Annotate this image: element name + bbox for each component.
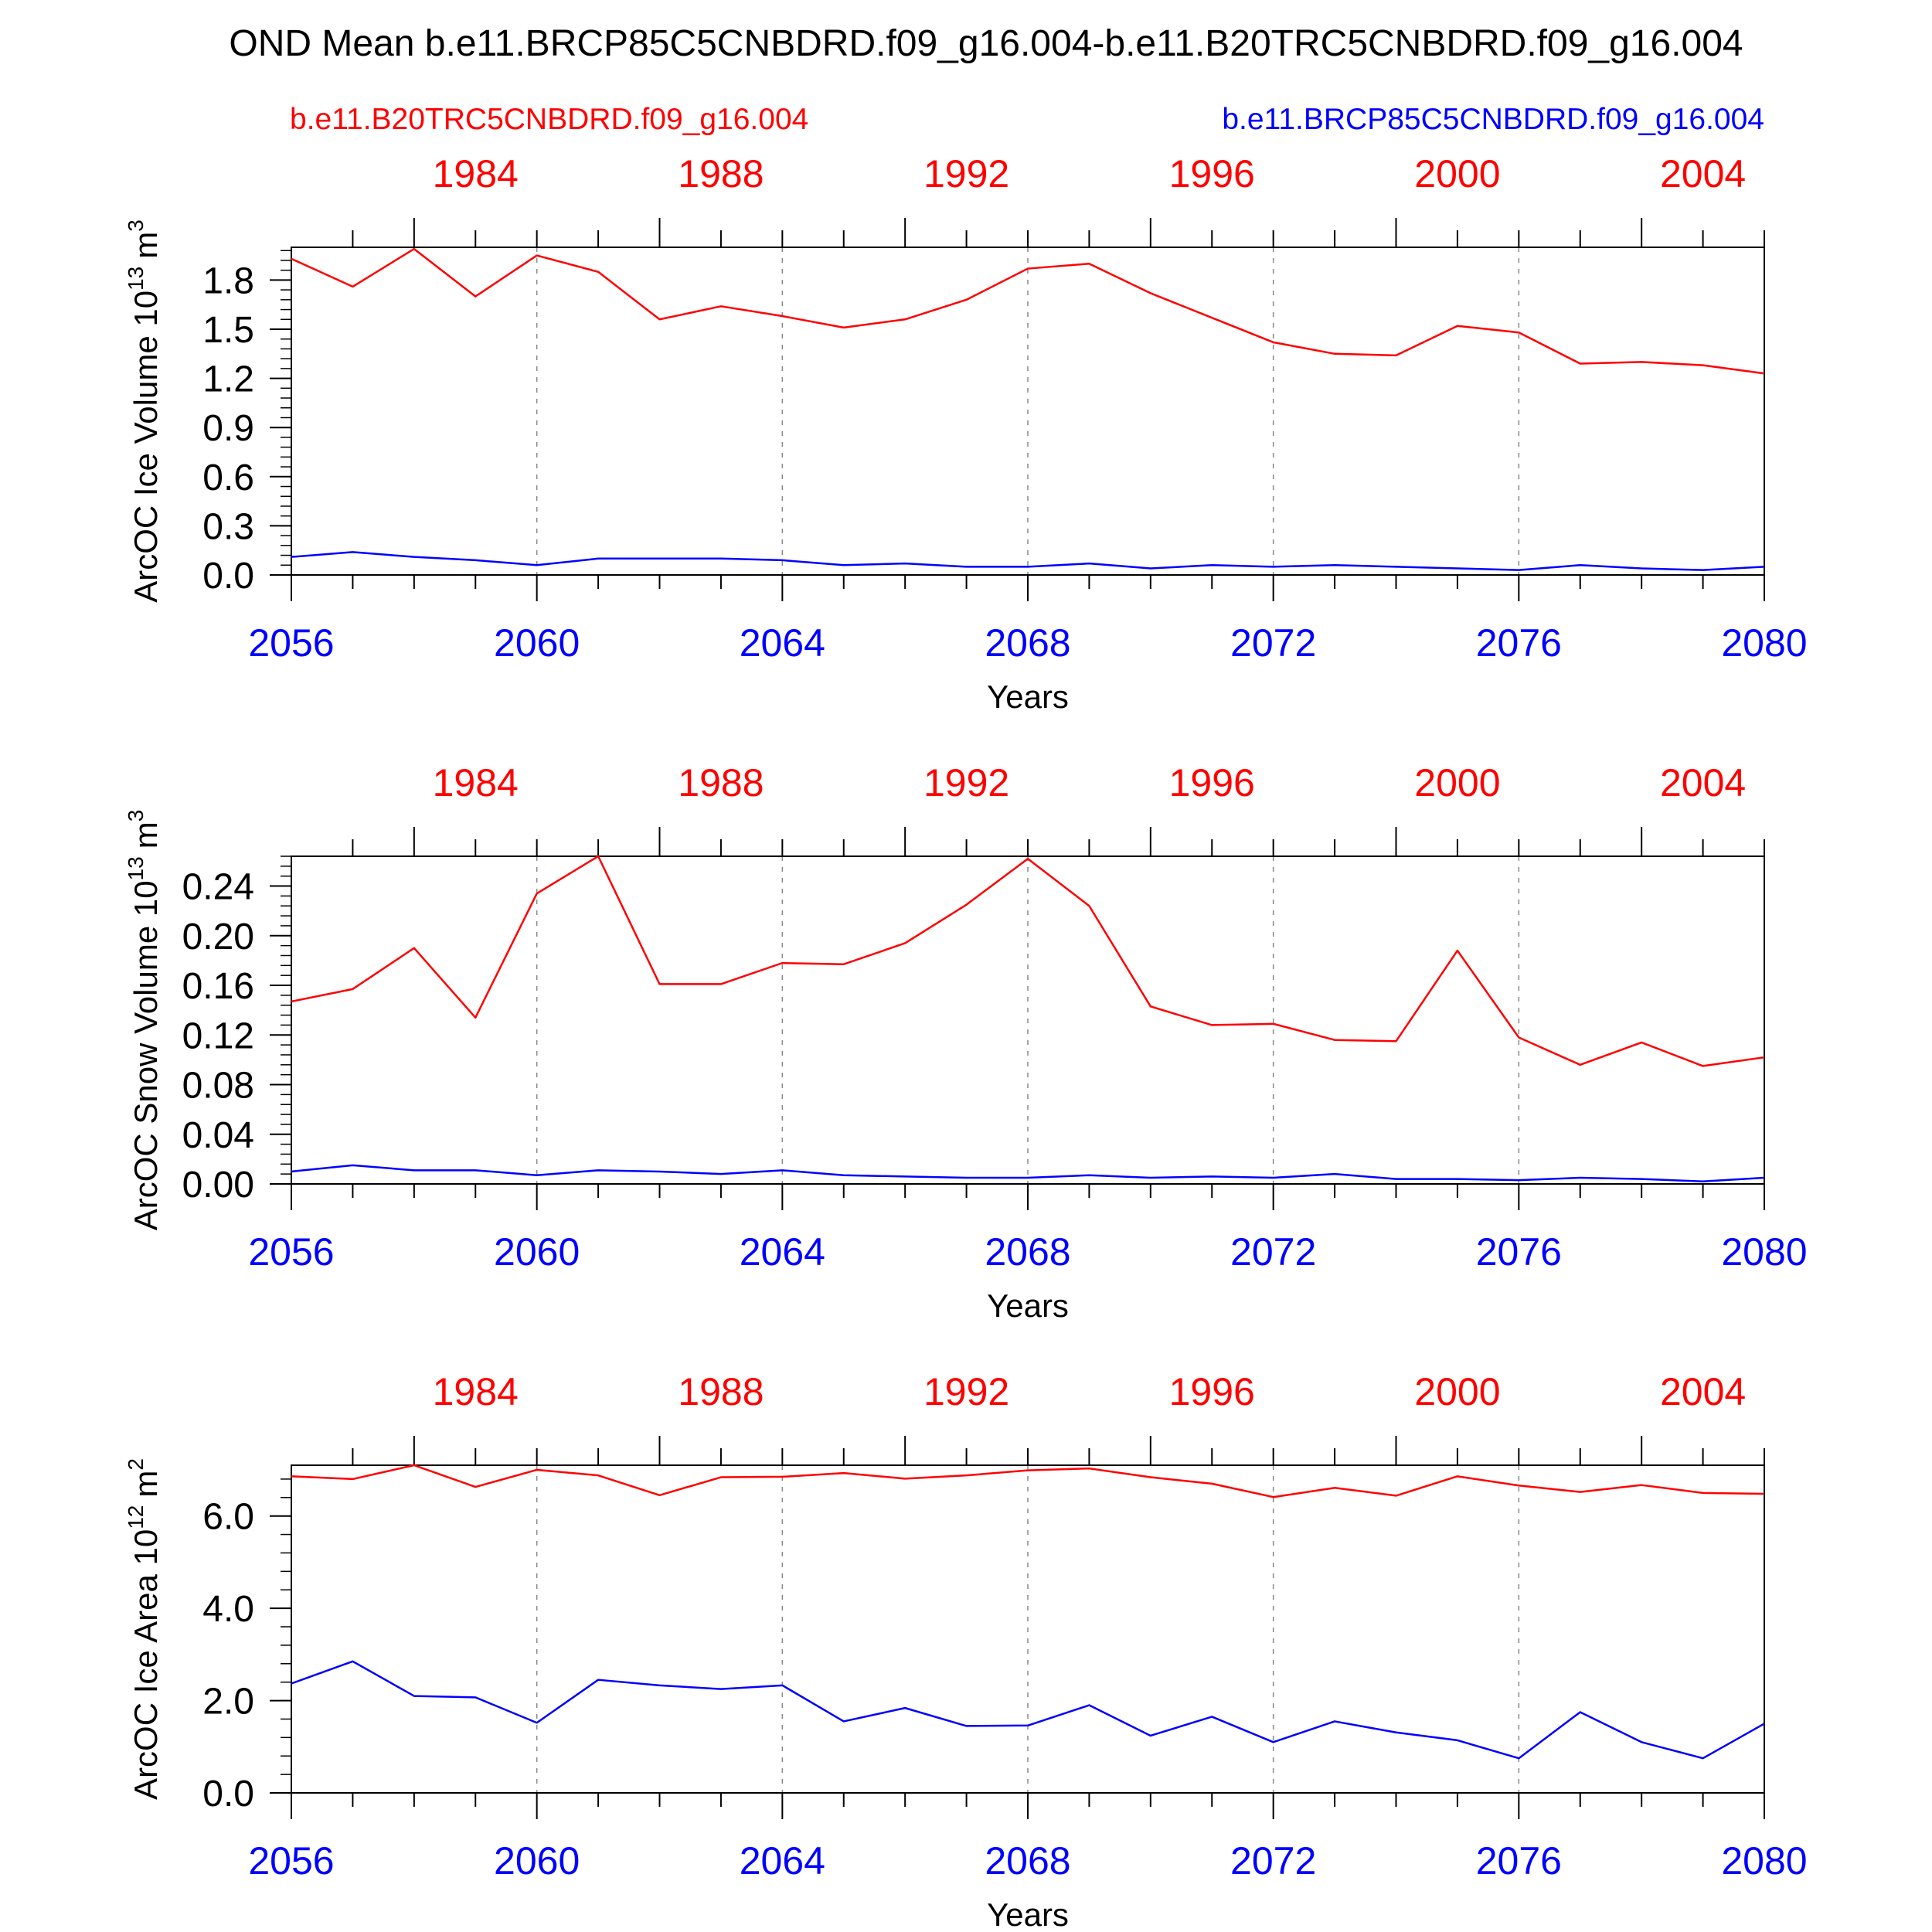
x-top-tick-label: 2000 [1414,152,1500,196]
x-top-tick-label: 2004 [1660,761,1746,804]
x-bottom-tick-label: 2064 [740,1839,825,1883]
x-bottom-tick-label: 2068 [985,621,1070,665]
y-axis-label-unit-exp: 3 [124,810,148,822]
y-tick-label: 0.20 [182,917,254,957]
x-bottom-tick-label: 2072 [1230,1839,1316,1883]
y-axis-label-unit-exp: 3 [124,219,148,232]
x-top-tick-label: 1992 [923,152,1009,196]
x-bottom-tick-label: 2060 [494,621,580,665]
x-bottom-tick-label: 2076 [1476,621,1562,665]
x-bottom-tick-label: 2080 [1721,1230,1807,1274]
y-tick-label: 1.8 [202,260,254,301]
series-line-red [291,855,1765,1067]
x-bottom-tick-label: 2064 [740,1230,825,1274]
y-axis-label-exp: 13 [124,856,148,880]
x-bottom-tick-label: 2060 [494,1839,580,1883]
y-tick-label: 0.0 [202,556,254,597]
y-tick-label: 0.16 [182,966,254,1007]
y-tick-label: 0.08 [182,1066,254,1107]
x-top-tick-label: 2000 [1414,1370,1500,1413]
y-tick-label: 0.04 [182,1115,254,1156]
chart-panel-3: 2056 2060 2064 2068 2072 2076 2080 1984 1988 1992… [124,1370,1808,1932]
x-top-tick-label: 1996 [1169,761,1255,804]
chart-panel-1: 2056 2060 2064 2068 2072 2076 2080 1984 1988 1992… [124,152,1808,715]
x-bottom-tick-label: 2076 [1476,1839,1562,1883]
y-tick-label: 1.5 [202,310,254,351]
x-top-tick-label: 1996 [1169,152,1255,196]
y-axis-label-text: ArcOC Ice Volume 10 [128,291,164,603]
figure-title: OND Mean b.e11.BRCP85C5CNBDRD.f09_g16.00… [229,23,1743,64]
y-tick-label: 6.0 [202,1497,254,1538]
chart-panel-2: 2056 2060 2064 2068 2072 2076 2080 1984 1988 1992… [124,761,1808,1324]
y-axis-label-text: ArcOC Ice Area 10 [128,1529,164,1800]
panels-group: 2056 2060 2064 2068 2072 2076 2080 1984 1988 1992… [124,152,1808,1932]
x-bottom-tick-label: 2080 [1721,1839,1807,1883]
x-top-tick-label: 1996 [1169,1370,1255,1413]
y-axis-label-unit: m [128,232,164,259]
y-tick-label: 4.0 [202,1589,254,1630]
y-axis-label-exp: 12 [124,1505,148,1529]
y-tick-label: 0.0 [202,1774,254,1815]
y-axis-label-unit-exp: 2 [124,1458,148,1471]
x-bottom-tick-label: 2064 [740,621,825,665]
x-top-tick-label: 1992 [923,761,1009,804]
y-tick-label: 0.00 [182,1165,254,1206]
legend-blue-label: b.e11.BRCP85C5CNBDRD.f09_g16.004 [1222,103,1764,136]
x-top-tick-label: 1992 [923,1370,1009,1413]
x-top-tick-label: 1988 [678,1370,764,1413]
x-top-tick-label: 2004 [1660,1370,1746,1413]
x-top-tick-label: 1988 [678,152,764,196]
series-line-blue [291,551,1765,571]
x-bottom-tick-label: 2056 [248,621,334,665]
x-bottom-tick-label: 2072 [1230,621,1316,665]
x-top-tick-label: 1984 [433,1370,519,1413]
y-tick-label: 0.12 [182,1015,254,1056]
series-line-blue [291,1164,1765,1183]
x-bottom-tick-label: 2068 [985,1839,1070,1883]
series-line-blue [291,1660,1765,1760]
x-axis-label: Years [987,679,1069,715]
x-bottom-tick-label: 2056 [248,1230,334,1274]
x-bottom-tick-label: 2060 [494,1230,580,1274]
y-axis-label-text: ArcOC Snow Volume 10 [128,880,164,1230]
y-axis-label-exp: 13 [124,267,148,291]
x-axis-label: Years [987,1896,1069,1932]
legend-red-label: b.e11.B20TRC5CNBDRD.f09_g16.004 [290,103,808,136]
y-tick-label: 0.24 [182,867,254,908]
x-top-tick-label: 1988 [678,761,764,804]
series-line-red [291,247,1765,375]
y-tick-label: 0.6 [202,457,254,498]
x-bottom-tick-label: 2076 [1476,1230,1562,1274]
x-bottom-tick-label: 2056 [248,1839,334,1883]
x-bottom-tick-label: 2072 [1230,1230,1316,1274]
x-top-tick-label: 1984 [433,761,519,804]
y-axis-label-unit: m [128,1471,164,1498]
y-axis-label: ArcOC Snow Volume 1013 m3 [124,810,164,1231]
x-axis-label: Years [987,1287,1069,1324]
y-tick-label: 0.3 [202,506,254,547]
y-tick-label: 0.9 [202,408,254,449]
x-bottom-tick-label: 2068 [985,1230,1070,1274]
x-top-tick-label: 2004 [1660,152,1746,196]
y-axis-label: ArcOC Ice Area 1012 m2 [124,1458,164,1800]
y-axis-label: ArcOC Ice Volume 1013 m3 [124,219,164,603]
x-top-tick-label: 1984 [433,152,519,196]
y-tick-label: 1.2 [202,359,254,400]
y-tick-label: 2.0 [202,1682,254,1723]
x-top-tick-label: 2000 [1414,761,1500,804]
x-bottom-tick-label: 2080 [1721,621,1807,665]
y-axis-label-unit: m [128,821,164,849]
series-line-red [291,1464,1765,1498]
